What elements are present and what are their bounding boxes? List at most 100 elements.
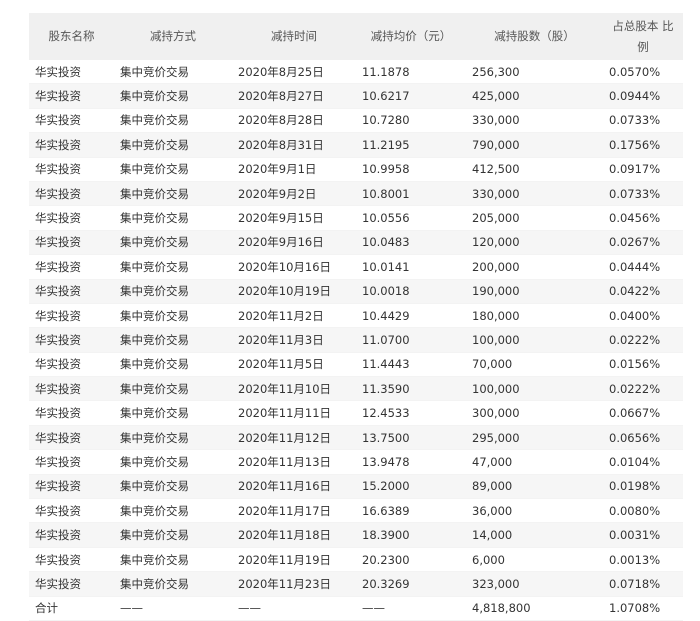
cell-avg-price: 10.6217 [356, 83, 466, 109]
cell-shares: 47,000 [466, 449, 603, 475]
cell-method: 集中竞价交易 [114, 449, 232, 475]
total-row: 合计 —— —— —— 4,818,800 1.0708% [29, 596, 683, 621]
cell-shares: 14,000 [466, 522, 603, 548]
cell-shares: 6,000 [466, 547, 603, 573]
cell-date: 2020年11月3日 [232, 327, 356, 353]
table-row: 华实投资 集中竞价交易 2020年11月3日 11.0700 100,000 0.0222… [29, 327, 683, 353]
cell-date: 2020年8月31日 [232, 132, 356, 158]
cell-ratio: 0.0198% [603, 474, 683, 500]
cell-shares: 412,500 [466, 157, 603, 182]
cell-avg-price: 13.7500 [356, 425, 466, 451]
table-row: 华实投资 集中竞价交易 2020年8月27日 10.6217 425,000 0.0944… [29, 83, 683, 109]
table-row: 华实投资 集中竞价交易 2020年11月17日 16.6389 36,000 0.0080… [29, 498, 683, 524]
cell-ratio: 1.0708% [603, 596, 683, 621]
cell-shareholder: 华实投资 [29, 400, 114, 426]
cell-avg-price: 16.6389 [356, 498, 466, 524]
cell-shareholder: 华实投资 [29, 425, 114, 451]
cell-shares: 100,000 [466, 376, 603, 402]
cell-avg-price: 15.2000 [356, 474, 466, 500]
cell-date: 2020年10月16日 [232, 254, 356, 280]
table-body: 华实投资 集中竞价交易 2020年8月25日 11.1878 256,300 0.0570… [29, 60, 683, 621]
cell-method: 集中竞价交易 [114, 83, 232, 109]
cell-date: 2020年11月18日 [232, 522, 356, 548]
cell-method: 集中竞价交易 [114, 352, 232, 378]
cell-ratio: 0.0013% [603, 547, 683, 573]
cell-method: —— [114, 596, 232, 621]
cell-date: 2020年9月2日 [232, 181, 356, 207]
table-row: 华实投资 集中竞价交易 2020年8月31日 11.2195 790,000 0.1756… [29, 132, 683, 158]
table-row: 华实投资 集中竞价交易 2020年11月18日 18.3900 14,000 0.0031… [29, 522, 683, 548]
cell-method: 集中竞价交易 [114, 376, 232, 402]
cell-date: 2020年9月16日 [232, 230, 356, 256]
cell-shareholder: 华实投资 [29, 498, 114, 524]
cell-shareholder: 华实投资 [29, 571, 114, 597]
table-row: 华实投资 集中竞价交易 2020年11月2日 10.4429 180,000 0.0400… [29, 303, 683, 329]
table-row: 华实投资 集中竞价交易 2020年9月15日 10.0556 205,000 0.0456… [29, 205, 683, 231]
cell-avg-price: 11.1878 [356, 60, 466, 85]
cell-date: —— [232, 596, 356, 621]
cell-ratio: 0.0267% [603, 230, 683, 256]
cell-avg-price: 10.0483 [356, 230, 466, 256]
cell-date: 2020年11月19日 [232, 547, 356, 573]
cell-shares: 70,000 [466, 352, 603, 378]
cell-avg-price: 10.4429 [356, 303, 466, 329]
cell-shares: 4,818,800 [466, 596, 603, 621]
cell-shareholder: 华实投资 [29, 132, 114, 158]
cell-ratio: 0.0400% [603, 303, 683, 329]
cell-method: 集中竞价交易 [114, 571, 232, 597]
cell-avg-price: —— [356, 596, 466, 621]
table-row: 华实投资 集中竞价交易 2020年11月12日 13.7500 295,000 0.065… [29, 425, 683, 451]
cell-date: 2020年9月15日 [232, 205, 356, 231]
share-reduction-table: 股东名称 减持方式 减持时间 减持均价（元） 减持股数（股） 占总股本 比例 华… [29, 13, 683, 621]
cell-ratio: 0.0031% [603, 522, 683, 548]
header-avg-price: 减持均价（元） [356, 13, 466, 60]
cell-method: 集中竞价交易 [114, 157, 232, 182]
cell-date: 2020年11月2日 [232, 303, 356, 329]
cell-method: 集中竞价交易 [114, 108, 232, 134]
cell-shares: 256,300 [466, 60, 603, 85]
cell-method: 集中竞价交易 [114, 474, 232, 500]
cell-date: 2020年8月25日 [232, 60, 356, 85]
cell-shareholder: 华实投资 [29, 254, 114, 280]
table-row: 华实投资 集中竞价交易 2020年8月28日 10.7280 330,000 0.0733… [29, 108, 683, 134]
cell-method: 集中竞价交易 [114, 498, 232, 524]
cell-avg-price: 11.3590 [356, 376, 466, 402]
table-header: 股东名称 减持方式 减持时间 减持均价（元） 减持股数（股） 占总股本 比例 [29, 13, 683, 60]
cell-date: 2020年11月13日 [232, 449, 356, 475]
table-row: 华实投资 集中竞价交易 2020年11月13日 13.9478 47,000 0.0104… [29, 449, 683, 475]
cell-shares: 330,000 [466, 108, 603, 134]
cell-date: 2020年8月28日 [232, 108, 356, 134]
cell-shares: 180,000 [466, 303, 603, 329]
cell-method: 集中竞价交易 [114, 303, 232, 329]
cell-shares: 200,000 [466, 254, 603, 280]
cell-avg-price: 11.2195 [356, 132, 466, 158]
cell-ratio: 0.1756% [603, 132, 683, 158]
cell-ratio: 0.0156% [603, 352, 683, 378]
cell-date: 2020年11月11日 [232, 400, 356, 426]
cell-method: 集中竞价交易 [114, 181, 232, 207]
cell-shareholder: 华实投资 [29, 205, 114, 231]
cell-avg-price: 10.0018 [356, 279, 466, 304]
cell-avg-price: 20.2300 [356, 547, 466, 573]
cell-shareholder: 华实投资 [29, 522, 114, 548]
cell-method: 集中竞价交易 [114, 327, 232, 353]
cell-shares: 120,000 [466, 230, 603, 256]
cell-method: 集中竞价交易 [114, 425, 232, 451]
table-row: 华实投资 集中竞价交易 2020年10月19日 10.0018 190,000 0.042… [29, 279, 683, 304]
cell-avg-price: 10.0556 [356, 205, 466, 231]
table-row: 华实投资 集中竞价交易 2020年11月10日 11.3590 100,000 0.022… [29, 376, 683, 402]
cell-shares: 330,000 [466, 181, 603, 207]
cell-avg-price: 11.4443 [356, 352, 466, 378]
cell-avg-price: 13.9478 [356, 449, 466, 475]
cell-ratio: 0.0917% [603, 157, 683, 182]
table-row: 华实投资 集中竞价交易 2020年11月19日 20.2300 6,000 0.0013% [29, 547, 683, 573]
cell-date: 2020年9月1日 [232, 157, 356, 182]
header-ratio: 占总股本 比例 [603, 13, 683, 60]
cell-date: 2020年11月12日 [232, 425, 356, 451]
table-row: 华实投资 集中竞价交易 2020年10月16日 10.0141 200,000 0.044… [29, 254, 683, 280]
cell-avg-price: 10.8001 [356, 181, 466, 207]
cell-shareholder: 华实投资 [29, 376, 114, 402]
cell-avg-price: 18.3900 [356, 522, 466, 548]
cell-avg-price: 20.3269 [356, 571, 466, 597]
cell-date: 2020年11月23日 [232, 571, 356, 597]
